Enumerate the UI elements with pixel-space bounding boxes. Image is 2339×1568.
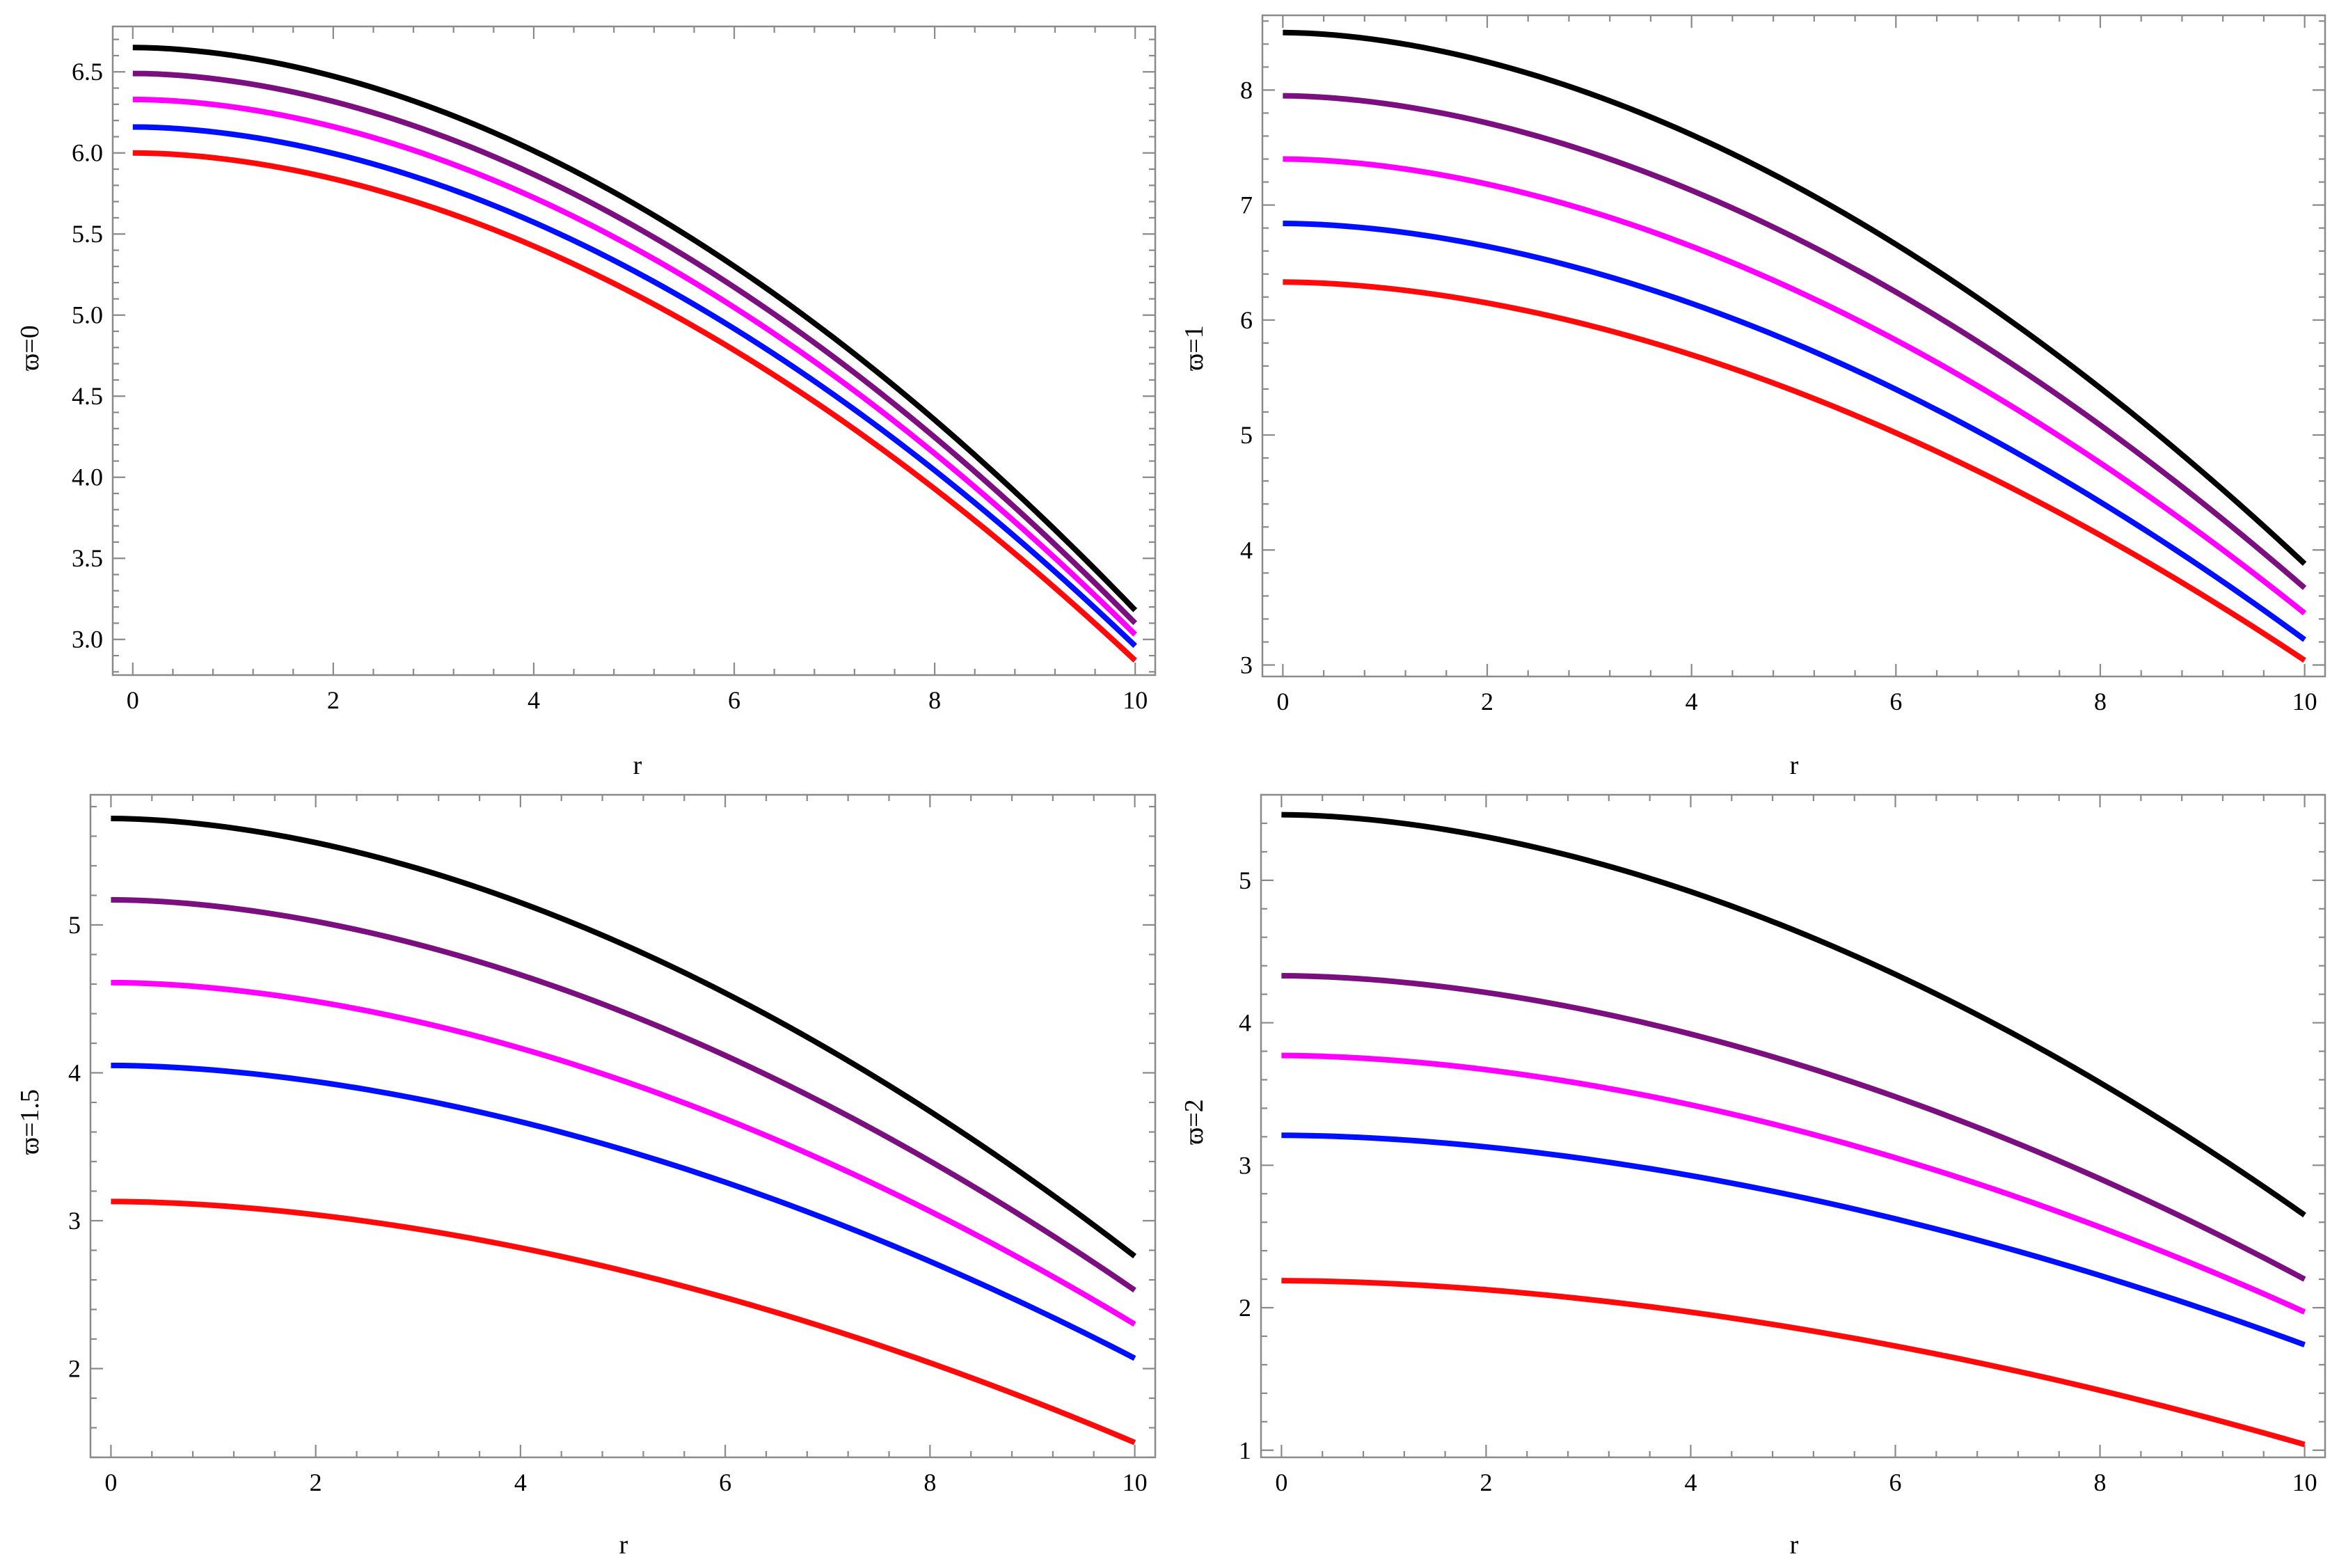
y-axis-title: ϖ=1 [1180, 325, 1209, 370]
y-tick-label: 3 [1239, 1151, 1251, 1179]
series-line-purple [1283, 93, 2307, 590]
y-tick-label: 6 [1240, 306, 1253, 334]
series-line-red [1281, 1278, 2306, 1448]
series-line-red [111, 1198, 1136, 1446]
plot-frame [111, 25, 1157, 676]
plot-frame [1261, 14, 2326, 678]
x-tick-label: 8 [2094, 688, 2107, 715]
x-axis-title: r [1790, 1530, 1799, 1560]
x-tick-label: 10 [1123, 1468, 1148, 1496]
x-tick-label: 6 [719, 1468, 731, 1496]
y-tick-label: 4.5 [72, 382, 103, 410]
series-line-red [132, 150, 1137, 663]
x-axis-title: r [1790, 751, 1799, 780]
x-tick-label: 0 [1275, 1468, 1287, 1496]
series-line-black [1283, 29, 2307, 567]
series-line-red [1283, 279, 2306, 663]
y-tick-label: 3 [68, 1207, 81, 1235]
x-tick-label: 6 [1889, 688, 1902, 715]
y-axis-title: ϖ=0 [15, 325, 45, 370]
x-tick-label: 4 [514, 1468, 527, 1496]
y-tick-label: 7 [1240, 191, 1253, 219]
y-tick-label: 6.5 [72, 58, 103, 86]
y-tick-label: 3.0 [72, 626, 103, 654]
x-tick-label: 0 [127, 686, 139, 714]
x-tick-label: 2 [1480, 1468, 1492, 1496]
y-tick-label: 4.0 [72, 464, 103, 491]
series-line-blue [132, 124, 1137, 648]
x-tick-label: 10 [2292, 688, 2317, 715]
x-tick-label: 8 [2094, 1468, 2107, 1496]
series-line-purple [132, 70, 1138, 626]
x-tick-label: 6 [728, 686, 740, 714]
y-tick-label: 5 [68, 911, 81, 939]
x-axis-title: r [633, 751, 642, 780]
x-tick-label: 0 [1276, 688, 1289, 715]
series-line-magenta [1281, 1052, 2306, 1315]
y-axis-title: ϖ=1.5 [15, 1089, 45, 1155]
x-tick-label: 0 [104, 1468, 117, 1496]
series-line-blue [111, 1062, 1136, 1361]
y-tick-label: 3 [1240, 651, 1253, 679]
series-line-magenta [111, 979, 1136, 1327]
series-line-blue [1283, 221, 2306, 642]
series-line-magenta [1283, 156, 2307, 616]
series-line-magenta [132, 96, 1137, 637]
y-tick-label: 4 [68, 1059, 81, 1087]
y-tick-label: 3.5 [72, 544, 103, 572]
x-tick-label: 8 [928, 686, 941, 714]
series-line-purple [111, 896, 1136, 1293]
x-tick-label: 6 [1889, 1468, 1902, 1496]
x-axis-title: r [619, 1530, 628, 1560]
series-line-black [111, 816, 1137, 1259]
y-tick-label: 4 [1239, 1009, 1251, 1037]
y-tick-label: 5 [1239, 866, 1251, 894]
x-tick-label: 8 [923, 1468, 936, 1496]
x-tick-label: 2 [310, 1468, 322, 1496]
x-tick-label: 10 [2292, 1468, 2317, 1496]
y-tick-label: 2 [1239, 1294, 1251, 1322]
y-tick-label: 5 [1240, 421, 1253, 449]
y-tick-label: 6.0 [72, 139, 103, 167]
series-line-purple [1281, 973, 2306, 1282]
series-line-blue [1281, 1132, 2306, 1348]
x-tick-label: 10 [1123, 686, 1148, 714]
plot-frame [1260, 793, 2326, 1459]
x-tick-label: 4 [528, 686, 540, 714]
y-tick-label: 5.0 [72, 301, 103, 329]
plot-frame [89, 793, 1157, 1459]
y-tick-label: 2 [68, 1355, 81, 1383]
series-line-black [132, 45, 1138, 612]
y-tick-label: 8 [1240, 76, 1253, 104]
x-tick-label: 4 [1684, 1468, 1697, 1496]
y-axis-title: ϖ=2 [1180, 1099, 1209, 1144]
x-tick-label: 4 [1686, 688, 1698, 715]
y-tick-label: 1 [1239, 1436, 1251, 1464]
series-line-black [1281, 811, 2306, 1218]
y-tick-label: 4 [1240, 536, 1253, 564]
x-tick-label: 2 [1481, 688, 1493, 715]
x-tick-label: 2 [327, 686, 340, 714]
y-tick-label: 5.5 [72, 220, 103, 248]
